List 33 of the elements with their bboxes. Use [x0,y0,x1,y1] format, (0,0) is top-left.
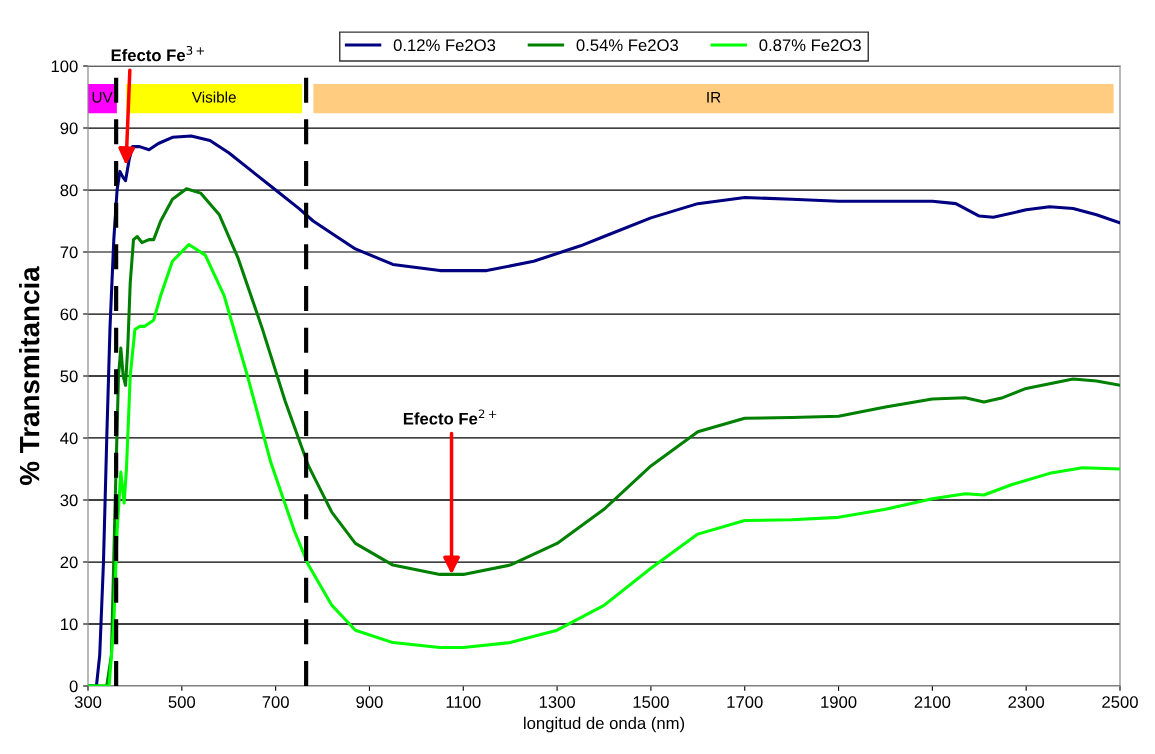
y-tick-label: 0 [69,680,78,693]
x-tick-label: 900 [356,696,383,708]
y-tick-label: 80 [60,184,78,197]
x-tick-label: 2500 [1102,696,1138,708]
y-tick-label: 100 [51,60,78,73]
x-tick-label: 700 [262,696,289,708]
x-tick-label: 300 [74,696,102,708]
x-tick-label: 2100 [914,696,951,708]
band-label: UV [92,91,113,103]
y-tick-label: 20 [60,556,78,569]
x-axis-title: longitud de onda (nm) [524,716,685,733]
x-tick-label: 500 [168,696,196,708]
x-tick-label: 1700 [727,696,763,708]
y-tick-label: 50 [60,370,78,383]
y-axis-title: % Transmitancia [19,266,40,485]
band-label: Visible [191,91,236,103]
y-tick-label: 10 [61,618,78,631]
y-tick-label: 30 [60,494,78,507]
annotation: Efecto Fe$^{3+}$ [111,46,204,62]
legend-label: 0.12% Fe2O3 [393,39,496,52]
y-tick-label: 70 [60,246,78,259]
annotation: Efecto Fe$^{2+}$ [403,409,497,425]
legend-label: 0.54% Fe2O3 [576,39,679,52]
x-tick-label: 1300 [539,696,575,708]
x-tick-label: 1900 [821,696,857,708]
y-tick-label: 60 [60,308,78,321]
y-tick-label: 40 [60,432,78,445]
y-tick-label: 90 [60,122,78,135]
x-tick-label: 1500 [633,696,669,708]
legend-label: 0.87% Fe2O3 [759,39,861,52]
band-label: IR [707,91,721,103]
x-tick-label: 2300 [1008,696,1045,708]
x-tick-label: 1100 [446,696,481,708]
